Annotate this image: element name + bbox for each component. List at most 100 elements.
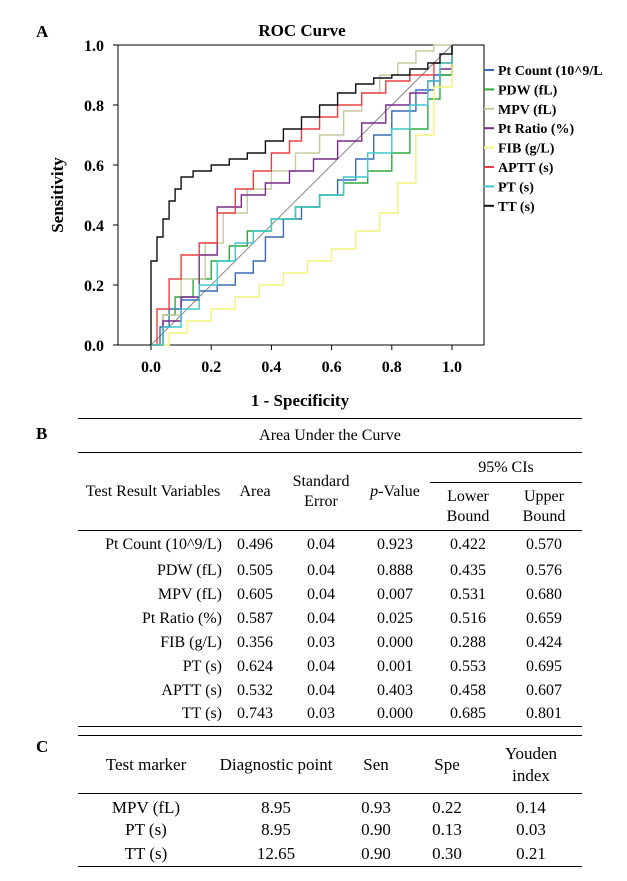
auc-value-cell: 0.04 — [307, 681, 335, 699]
auc-value-cell: 0.695 — [526, 657, 562, 675]
auc-value-cell: 0.007 — [377, 585, 413, 603]
auc-value-cell: 0.001 — [377, 657, 413, 675]
legend-label-pdw-fl: PDW (fL) — [498, 83, 558, 98]
auc-value-cell: 0.04 — [307, 585, 335, 603]
diag-value-cell: 12.65 — [214, 842, 338, 867]
auc-value-cell: 0.435 — [450, 561, 486, 579]
auc-table-row: Pt Ratio (%) 0.587 0.04 0.025 0.516 0.659 — [78, 607, 582, 631]
diag-table-row: TT (s) 12.65 0.90 0.30 0.21 — [78, 842, 582, 867]
x-tick-label: 0.0 — [141, 359, 161, 376]
auc-value-cell: 0.04 — [307, 535, 335, 553]
auc-value-cell: 0.531 — [450, 585, 486, 603]
auc-value-cell: 0.496 — [237, 535, 273, 553]
auc-value-cell: 0.743 — [228, 702, 282, 727]
auc-value-cell: 0.607 — [526, 681, 562, 699]
col-header-variables: Test Result Variables — [78, 452, 228, 531]
col-header-ci: 95% CIs — [430, 452, 582, 483]
y-tick-label: 0.8 — [84, 98, 104, 115]
diag-value-cell: 8.95 — [261, 820, 291, 839]
y-axis-label: Sensitivity — [48, 157, 67, 233]
auc-table-title: Area Under the Curve — [78, 418, 582, 453]
legend-label-pt-ratio: Pt Ratio (%) — [498, 122, 575, 137]
auc-value-cell: 0.000 — [360, 702, 430, 727]
auc-value-cell: 0.532 — [237, 681, 273, 699]
series-line-aptt-s — [151, 45, 453, 346]
auc-table-row: PT (s) 0.624 0.04 0.001 0.553 0.695 — [78, 655, 582, 679]
auc-value-cell: 0.801 — [506, 702, 582, 727]
diag-value-cell: 0.22 — [432, 798, 462, 817]
diag-marker-cell: PT (s) — [125, 820, 167, 839]
x-tick-label: 0.2 — [201, 359, 221, 376]
x-axis-label: 1 - Specificity — [251, 391, 350, 410]
diag-col-header: Spe — [414, 735, 480, 794]
auc-table-row: APTT (s) 0.532 0.04 0.403 0.458 0.607 — [78, 679, 582, 703]
auc-variable-cell: Pt Count (10^9/L) — [105, 535, 222, 553]
auc-variable-cell: MPV (fL) — [157, 585, 222, 603]
auc-value-cell: 0.03 — [282, 702, 360, 727]
diag-table-row: PT (s) 8.95 0.90 0.13 0.03 — [78, 818, 582, 842]
roc-chart: ROC Curve 1 - Specificity Sensitivity 0.… — [48, 21, 603, 410]
legend-label-pt-s: PT (s) — [498, 180, 534, 195]
auc-value-cell: 0.659 — [526, 609, 562, 627]
col-header-lower-bound: Lower Bound — [430, 482, 506, 531]
auc-value-cell: 0.04 — [307, 561, 335, 579]
auc-table-row: MPV (fL) 0.605 0.04 0.007 0.531 0.680 — [78, 583, 582, 607]
auc-value-cell: 0.424 — [526, 633, 562, 651]
diag-value-cell: 0.30 — [414, 842, 480, 867]
diag-table-row: MPV (fL) 8.95 0.93 0.22 0.14 — [78, 794, 582, 819]
col-header-upper-bound: Upper Bound — [506, 482, 582, 531]
auc-value-cell: 0.576 — [526, 561, 562, 579]
panel-label-c: C — [36, 737, 49, 756]
auc-value-cell: 0.288 — [450, 633, 486, 651]
auc-value-cell: 0.04 — [307, 609, 335, 627]
diag-col-header: Diagnostic point — [214, 735, 338, 794]
diag-value-cell: 8.95 — [261, 798, 291, 817]
col-header-standard-error: Standard Error — [282, 452, 360, 531]
auc-table-row: PDW (fL) 0.505 0.04 0.888 0.435 0.576 — [78, 559, 582, 583]
diag-value-cell: 0.21 — [480, 842, 582, 867]
auc-value-cell: 0.553 — [450, 657, 486, 675]
y-tick-label: 0.2 — [84, 278, 104, 295]
auc-table: Area Under the Curve Test Result Variabl… — [78, 418, 582, 727]
y-tick-label: 0.6 — [84, 158, 104, 175]
diag-marker-cell: TT (s) — [78, 842, 214, 867]
diag-value-cell: 0.13 — [432, 820, 462, 839]
auc-value-cell: 0.685 — [430, 702, 506, 727]
auc-variable-cell: PT (s) — [182, 657, 222, 675]
auc-value-cell: 0.025 — [377, 609, 413, 627]
diag-col-header: Sen — [338, 735, 414, 794]
auc-value-cell: 0.505 — [237, 561, 273, 579]
auc-table-row: FIB (g/L) 0.356 0.03 0.000 0.288 0.424 — [78, 631, 582, 655]
auc-variable-cell: APTT (s) — [161, 681, 222, 699]
diag-value-cell: 0.90 — [338, 842, 414, 867]
panel-label-a: A — [36, 22, 49, 41]
legend-label-aptt-s: APTT (s) — [498, 161, 554, 176]
auc-value-cell: 0.516 — [450, 609, 486, 627]
auc-variable-cell: FIB (g/L) — [160, 633, 222, 651]
auc-variable-cell: TT (s) — [78, 702, 228, 727]
diag-value-cell: 0.03 — [516, 820, 546, 839]
diag-value-cell: 0.14 — [516, 798, 546, 817]
diag-col-header: Test marker — [78, 735, 214, 794]
x-tick-label: 1.0 — [442, 359, 462, 376]
legend-label-mpv-fl: MPV (fL) — [498, 103, 557, 118]
diag-value-cell: 0.93 — [361, 798, 391, 817]
auc-value-cell: 0.03 — [307, 633, 335, 651]
panel-label-b: B — [36, 424, 48, 443]
auc-table-row: TT (s) 0.743 0.03 0.000 0.685 0.801 — [78, 702, 582, 727]
series-line-mpv-fl — [151, 44, 452, 346]
diag-value-cell: 0.90 — [361, 820, 391, 839]
diag-marker-cell: MPV (fL) — [111, 798, 181, 817]
y-tick-label: 0.0 — [84, 338, 104, 355]
x-tick-label: 0.6 — [322, 359, 342, 376]
legend-label-fib-g-l: FIB (g/L) — [498, 142, 555, 157]
auc-value-cell: 0.624 — [237, 657, 273, 675]
p-suffix: -Value — [378, 482, 420, 500]
x-tick-label: 0.8 — [382, 359, 402, 376]
auc-value-cell: 0.04 — [307, 657, 335, 675]
auc-variable-cell: Pt Ratio (%) — [142, 609, 222, 627]
auc-value-cell: 0.000 — [377, 633, 413, 651]
auc-value-cell: 0.458 — [450, 681, 486, 699]
auc-variable-cell: PDW (fL) — [156, 561, 222, 579]
series-line-pt-s — [151, 45, 453, 346]
